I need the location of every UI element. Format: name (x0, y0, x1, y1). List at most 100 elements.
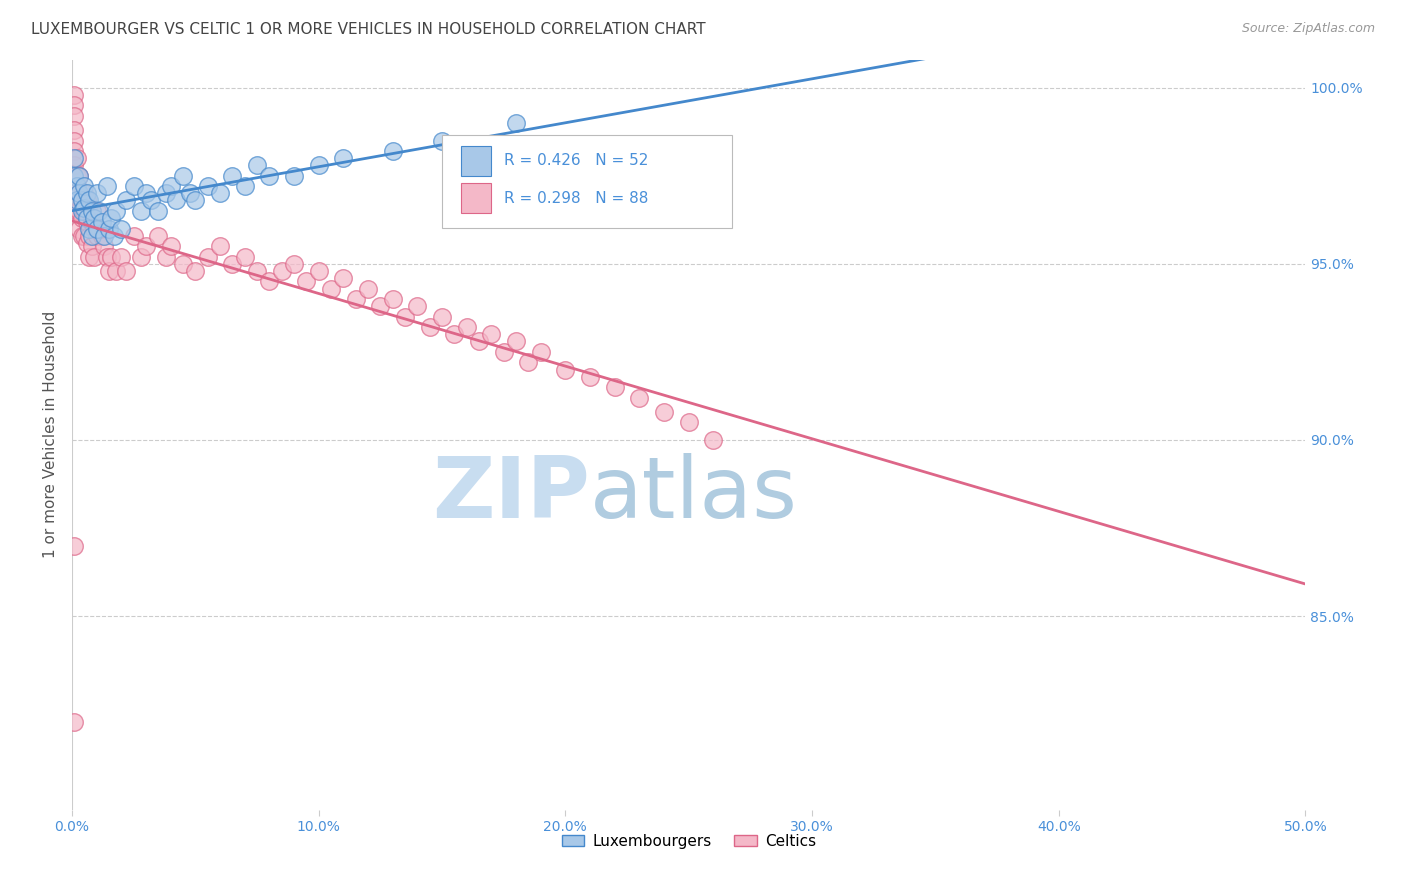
Point (381, 292, 404, 306)
Point (86, 228, 108, 243)
Point (443, 327, 465, 342)
Point (406, 299, 429, 313)
Point (110, 250, 132, 264)
Point (67, 186, 90, 201)
Point (77, 250, 100, 264)
Point (66, 204, 89, 219)
Point (159, 179, 181, 194)
Point (73, 186, 96, 201)
Point (76, 235, 98, 250)
Point (270, 264, 292, 278)
Point (179, 186, 201, 201)
Point (172, 257, 194, 271)
Point (430, 310, 453, 324)
Point (67, 204, 90, 219)
Point (66, 194, 89, 208)
Point (283, 169, 305, 183)
Point (63, 87, 86, 102)
Point (96, 179, 118, 194)
Point (184, 194, 207, 208)
Point (159, 239, 181, 253)
Point (93, 228, 115, 243)
Point (110, 221, 132, 235)
Point (67, 169, 90, 183)
Point (80, 214, 103, 228)
Point (76, 194, 98, 208)
Point (332, 271, 354, 285)
Point (184, 264, 207, 278)
Point (208, 186, 231, 201)
Text: atlas: atlas (591, 453, 799, 536)
Point (344, 292, 367, 306)
Point (90, 228, 112, 243)
Point (89, 221, 111, 235)
Point (430, 134, 453, 148)
Point (505, 116, 527, 130)
Point (233, 250, 256, 264)
Point (67, 169, 90, 183)
Point (678, 416, 700, 430)
Point (77, 228, 100, 243)
Point (135, 239, 157, 253)
Point (63, 123, 86, 137)
Point (259, 275, 281, 289)
Point (73, 228, 96, 243)
Text: LUXEMBOURGER VS CELTIC 1 OR MORE VEHICLES IN HOUSEHOLD CORRELATION CHART: LUXEMBOURGER VS CELTIC 1 OR MORE VEHICLE… (31, 22, 706, 37)
Point (83, 211, 105, 225)
Point (554, 362, 576, 376)
Point (172, 169, 194, 183)
Point (702, 433, 724, 447)
Point (66, 179, 89, 194)
Point (100, 211, 122, 225)
Point (73, 201, 96, 215)
Point (530, 345, 553, 359)
Point (115, 264, 138, 278)
Point (98, 264, 121, 278)
Point (197, 250, 219, 264)
Point (70, 194, 93, 208)
Point (67, 186, 90, 201)
Point (246, 158, 269, 172)
Legend: Luxembourgers, Celtics: Luxembourgers, Celtics (555, 828, 823, 855)
Point (98, 221, 121, 235)
Point (103, 228, 125, 243)
Point (221, 257, 243, 271)
Point (105, 264, 128, 278)
Point (221, 169, 243, 183)
Point (96, 250, 118, 264)
Point (66, 179, 89, 194)
Point (66, 194, 89, 208)
Point (80, 228, 103, 243)
Point (652, 405, 675, 419)
Point (73, 179, 96, 194)
Point (381, 144, 404, 158)
Point (100, 250, 122, 264)
Point (67, 221, 90, 235)
Text: R = 0.426   N = 52: R = 0.426 N = 52 (503, 153, 648, 169)
Bar (461, 146, 491, 176)
Point (148, 228, 170, 243)
Point (105, 204, 128, 219)
Point (63, 98, 86, 112)
Text: ZIP: ZIP (432, 453, 591, 536)
Point (63, 714, 86, 729)
Point (357, 281, 380, 295)
Text: R = 0.298   N = 88: R = 0.298 N = 88 (503, 191, 648, 206)
Point (517, 355, 540, 369)
Point (135, 186, 157, 201)
Point (70, 211, 93, 225)
Point (370, 299, 392, 313)
Point (208, 239, 231, 253)
Point (70, 194, 93, 208)
Text: Source: ZipAtlas.com: Source: ZipAtlas.com (1241, 22, 1375, 36)
Point (76, 211, 98, 225)
Point (86, 221, 108, 235)
Point (419, 320, 441, 334)
Point (155, 186, 177, 201)
Point (73, 204, 96, 219)
Point (579, 369, 602, 384)
Point (332, 151, 354, 165)
Point (628, 391, 651, 405)
Point (468, 334, 491, 349)
Point (155, 250, 177, 264)
